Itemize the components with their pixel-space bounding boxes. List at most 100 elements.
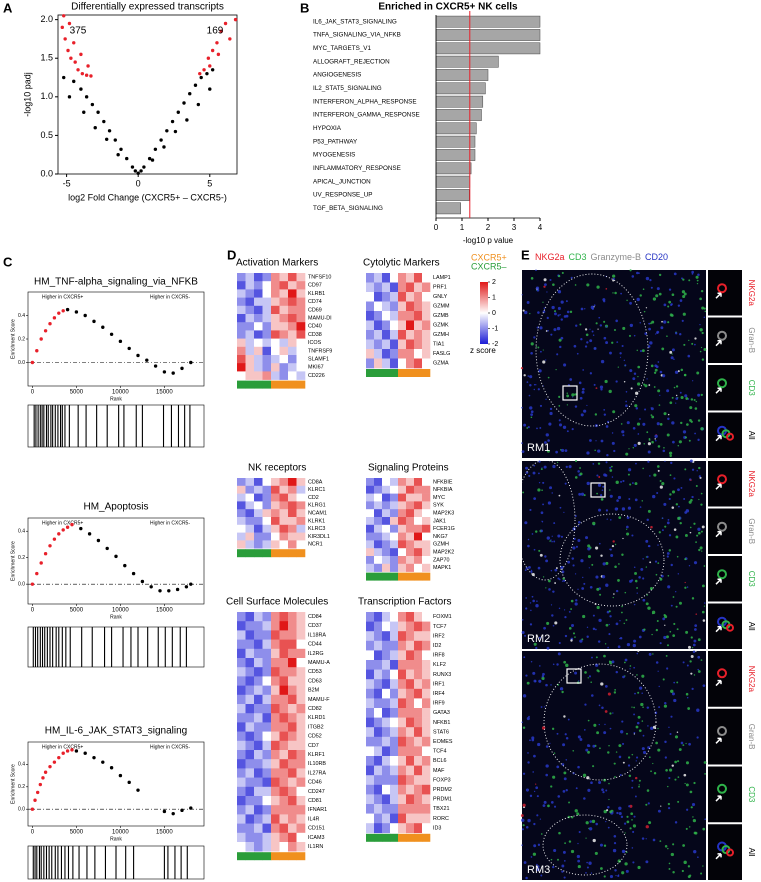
speckle bbox=[664, 740, 667, 744]
heatmap-cell bbox=[237, 722, 246, 732]
speckle bbox=[658, 292, 662, 296]
heatmap-cell bbox=[422, 621, 431, 632]
speckle bbox=[546, 646, 550, 650]
heatmap-cell bbox=[288, 289, 297, 298]
speckle bbox=[619, 352, 622, 355]
heatmap-cell bbox=[382, 339, 391, 350]
speckle bbox=[607, 646, 609, 649]
inset-label: NKG2a bbox=[747, 471, 756, 498]
heatmap-cell bbox=[279, 704, 289, 714]
heatmap-cell bbox=[422, 501, 431, 510]
speckle bbox=[639, 321, 642, 324]
channel-header: NKG2a CD3 Granzyme-B CD20 bbox=[535, 252, 668, 262]
heatmap-cell bbox=[262, 524, 272, 533]
category-label: ALLOGRAFT_REJECTION bbox=[313, 58, 390, 65]
speckle bbox=[558, 423, 563, 427]
speckle bbox=[578, 521, 581, 524]
speckle bbox=[587, 547, 591, 551]
plot-frame bbox=[27, 291, 205, 387]
heatmap-cell bbox=[254, 540, 263, 549]
point bbox=[125, 156, 129, 161]
heatmap-cell bbox=[262, 338, 272, 348]
speckle bbox=[532, 599, 535, 603]
heatmap-cell bbox=[237, 540, 246, 549]
row-label: GZMK bbox=[433, 323, 449, 329]
heatmap-cell bbox=[271, 612, 280, 622]
heatmap-cell bbox=[262, 485, 272, 494]
heatmap-cell bbox=[262, 281, 272, 290]
speckle bbox=[657, 562, 660, 564]
speckle bbox=[688, 565, 691, 567]
speckle bbox=[564, 449, 568, 453]
speckle bbox=[668, 288, 672, 291]
group-bar bbox=[390, 369, 399, 377]
heatmap-cell bbox=[374, 736, 383, 747]
speckle bbox=[577, 765, 580, 769]
speckle bbox=[608, 782, 610, 785]
speckle bbox=[700, 393, 703, 397]
speckle bbox=[580, 307, 584, 311]
speckle bbox=[629, 827, 632, 830]
heatmap-cell bbox=[245, 524, 255, 533]
point bbox=[90, 102, 95, 107]
group-bar bbox=[414, 572, 423, 581]
heatmap-cell bbox=[279, 517, 289, 526]
row-label: MAMU-F bbox=[308, 697, 330, 703]
region-label: RM2 bbox=[527, 633, 550, 645]
heatmap-cell bbox=[398, 556, 407, 565]
speckle bbox=[667, 785, 669, 788]
heatmap-cell bbox=[382, 556, 391, 565]
speckle bbox=[631, 275, 635, 278]
speckle bbox=[632, 426, 636, 430]
point bbox=[136, 353, 140, 358]
heatmap-cell bbox=[398, 804, 407, 814]
heatmap-cell bbox=[271, 630, 280, 640]
heatmap-cell bbox=[406, 688, 415, 699]
speckle bbox=[667, 574, 670, 577]
point bbox=[96, 538, 101, 543]
row-label: JAK1 bbox=[433, 518, 446, 524]
speckle bbox=[530, 351, 533, 355]
y-axis-label: Enrichment Score bbox=[10, 764, 16, 804]
row-label: MAMU-DI bbox=[308, 316, 332, 322]
heatmap-cell bbox=[279, 759, 289, 769]
heatmap-cell bbox=[288, 346, 297, 356]
heatmap-cell bbox=[296, 704, 306, 714]
speckle bbox=[556, 663, 559, 666]
speckle bbox=[646, 706, 650, 709]
speckle bbox=[582, 387, 585, 391]
speckle bbox=[549, 407, 553, 411]
heatmap-cell bbox=[366, 311, 375, 321]
speckle bbox=[630, 812, 634, 816]
speckle bbox=[545, 587, 547, 589]
speckle bbox=[557, 795, 561, 798]
row-label: KLRK1 bbox=[308, 518, 325, 524]
speckle bbox=[655, 294, 659, 298]
heatmap-cell bbox=[390, 485, 399, 494]
speckle bbox=[696, 279, 699, 282]
speckle bbox=[677, 488, 680, 492]
heatmap-cell bbox=[245, 832, 255, 843]
heatmap-cell bbox=[374, 784, 383, 795]
speckle bbox=[621, 507, 626, 511]
speckle bbox=[641, 837, 645, 840]
speckle bbox=[674, 370, 679, 374]
group-bar bbox=[414, 833, 423, 842]
speckle bbox=[693, 522, 696, 525]
heatmap-cell bbox=[288, 612, 297, 622]
heatmap-cell bbox=[390, 320, 399, 331]
heatmap-cell bbox=[254, 704, 263, 714]
speckle bbox=[563, 511, 565, 513]
heatmap-cell bbox=[271, 532, 280, 541]
point bbox=[69, 56, 73, 60]
speckle bbox=[664, 702, 667, 705]
heatmap-cell bbox=[406, 727, 415, 738]
row-label: CD84 bbox=[308, 614, 322, 620]
speckle bbox=[656, 330, 660, 334]
heatmap-cell bbox=[237, 805, 246, 815]
heatmap-cell bbox=[398, 320, 407, 331]
point bbox=[30, 360, 35, 365]
heatmap-cell bbox=[398, 631, 407, 642]
speckle bbox=[645, 307, 648, 309]
heatmap-cell bbox=[390, 660, 399, 670]
